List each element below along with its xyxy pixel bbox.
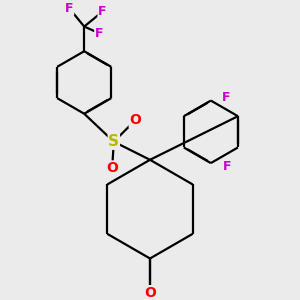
Text: O: O [106,161,118,175]
Text: F: F [95,27,103,40]
Text: S: S [108,134,119,149]
Text: F: F [223,160,232,173]
Text: O: O [144,286,156,300]
Text: F: F [98,5,106,18]
Text: F: F [65,2,74,15]
Text: F: F [221,91,230,104]
Text: O: O [129,113,141,127]
